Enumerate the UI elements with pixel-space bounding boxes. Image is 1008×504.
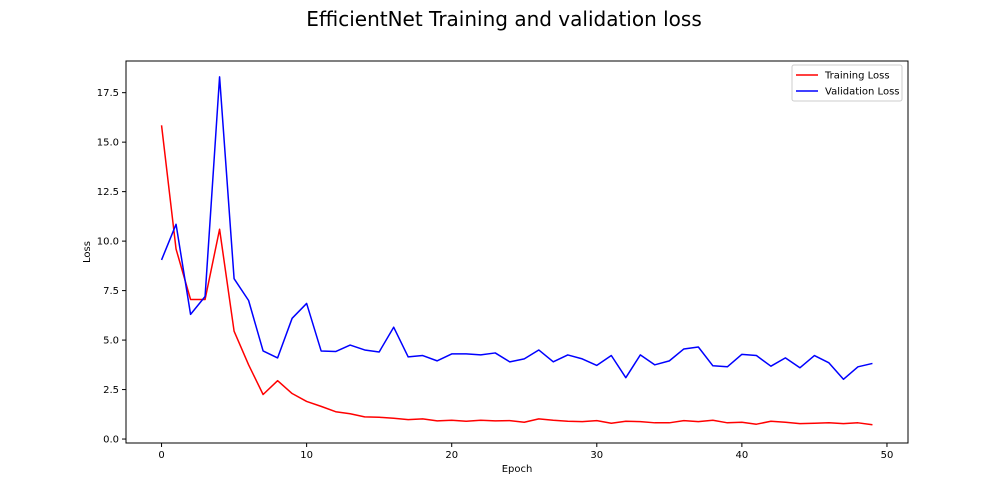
x-tick-label: 40 xyxy=(736,450,749,461)
y-tick-label: 12.5 xyxy=(97,187,119,198)
x-axis: 0 10 20 30 40 50 xyxy=(158,443,893,461)
series-line-validation-loss xyxy=(160,76,873,381)
legend-label: Training Loss xyxy=(824,71,890,82)
y-tick-label: 17.5 xyxy=(97,88,119,99)
x-tick-label: 30 xyxy=(590,450,603,461)
y-tick-label: 0.0 xyxy=(103,435,119,446)
y-tick-label: 10.0 xyxy=(97,237,119,248)
x-tick-label: 20 xyxy=(445,450,458,461)
y-axis: 0.0 2.5 5.0 7.5 10.0 12.5 15.0 17.5 xyxy=(97,88,126,446)
legend-box xyxy=(791,64,903,102)
plot-area xyxy=(125,60,909,444)
x-tick-label: 10 xyxy=(300,450,313,461)
x-tick-label: 0 xyxy=(158,450,164,461)
x-axis-label: Epoch xyxy=(502,464,533,475)
legend-label: Validation Loss xyxy=(825,87,900,98)
x-tick-label: 50 xyxy=(881,450,894,461)
y-tick-label: 7.5 xyxy=(103,286,119,297)
y-tick-label: 15.0 xyxy=(97,138,119,149)
legend: Training Loss Validation Loss xyxy=(791,64,903,102)
y-tick-label: 2.5 xyxy=(103,385,119,396)
series-layer xyxy=(160,76,873,426)
series-line-training-loss xyxy=(160,125,873,426)
y-tick-label: 5.0 xyxy=(103,336,119,347)
y-axis-label: Loss xyxy=(82,241,93,263)
chart-title: EfficientNet Training and validation los… xyxy=(306,7,702,31)
